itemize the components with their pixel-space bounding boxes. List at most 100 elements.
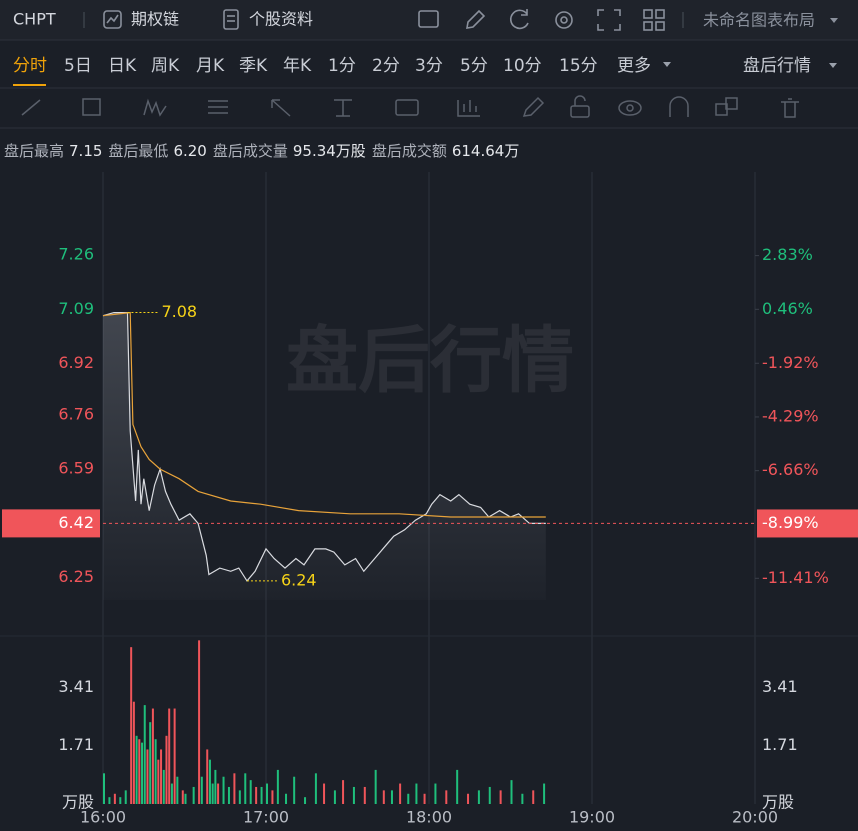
tool[interactable] [21,99,41,116]
volume-bar [260,786,263,804]
tab[interactable]: 月K [196,56,225,76]
volume-bar [488,786,491,804]
drawing-tools [21,95,799,118]
options-chain[interactable]: 期权链 [131,10,179,29]
price-line [102,312,546,582]
tab[interactable]: 更多 [617,56,651,76]
tab[interactable]: 1分 [328,56,356,76]
price-area [103,312,546,600]
chain-icon-line [106,14,119,24]
tab[interactable]: 3分 [415,56,443,76]
tool[interactable] [395,99,419,116]
tab[interactable]: 日K [108,56,137,76]
toolbar-icons [418,9,665,31]
volume-bar [198,640,201,804]
icon[interactable] [555,11,573,29]
volume-bar [445,790,448,804]
volume-bar [103,773,105,804]
tool[interactable] [334,99,352,117]
volume-bar [467,793,470,804]
volume-bar [113,793,116,804]
volume-bar [271,790,274,804]
icon[interactable] [643,9,653,19]
tool[interactable] [626,104,634,112]
tool[interactable] [725,97,738,110]
tool[interactable] [208,100,228,114]
icon[interactable] [466,9,486,29]
icon[interactable] [560,16,568,24]
tool[interactable] [82,98,101,116]
tab[interactable]: 2分 [372,56,400,76]
volume-bar [192,786,195,804]
tab[interactable]: 分时 [13,56,47,76]
volume-bar [374,769,377,804]
volume-bar [211,783,214,804]
stat-label: 盘后成交量 [213,142,288,160]
volume-bar [138,739,141,804]
dropdown-arrow [663,62,671,67]
volume-bar [130,647,133,804]
icon[interactable] [655,9,665,19]
stat-value: 7.15 [69,142,102,160]
volume-bar [456,769,459,804]
layout-name[interactable]: 未命名图表布局 [703,11,815,30]
icon[interactable] [655,21,665,31]
current-price-box [2,509,100,538]
volume-bar [214,769,217,804]
x-tick-label: 18:00 [406,808,452,827]
volume-bar [119,797,122,804]
icon[interactable] [643,21,653,31]
icon[interactable] [597,9,621,31]
volume-bar [352,786,355,804]
tab[interactable]: 年K [283,56,312,76]
volume-bar [181,790,184,804]
volume-bar [477,790,480,804]
tool[interactable] [669,96,689,117]
chain-icon[interactable] [103,10,122,29]
tool[interactable] [271,99,291,117]
y-tick-label: 6.59 [58,459,94,478]
tab[interactable]: 季K [239,56,268,76]
volume-bar [314,773,317,804]
volume-bar [293,776,296,804]
tab[interactable]: 10分 [503,56,542,76]
volume-bar [423,793,426,804]
stats-line: 盘后最高 7.15 盘后最低 6.20 盘后成交量 95.34万股 盘后成交额 614.64万 [4,142,519,160]
volume-bar [390,790,393,804]
tab[interactable]: 周K [151,56,180,76]
volume-bar [532,790,535,804]
y2-tick-label: -1.92% [762,353,819,372]
tool[interactable] [457,100,480,117]
current-price-label: 6.42 [58,513,94,532]
volume-tick-label: 3.41 [58,677,94,696]
tool[interactable] [570,105,590,118]
volume-bar [233,773,236,804]
average-line [102,311,546,518]
tool[interactable] [574,95,586,106]
active-tab-underline [13,84,46,86]
tool[interactable] [781,98,799,118]
tab[interactable]: 15分 [559,56,598,76]
tool[interactable] [522,96,545,117]
dropdown-arrow [830,18,838,23]
profile-icon[interactable] [223,9,239,30]
x-tick-label: 16:00 [80,808,126,827]
dropdown-arrow [829,63,837,68]
current-percent-label: -8.99% [762,513,819,532]
volume-bar [217,783,220,804]
session-tab[interactable]: 盘后行情 [743,56,811,76]
profile[interactable]: 个股资料 [249,10,313,29]
icon[interactable] [418,10,439,28]
tab[interactable]: 5日 [64,56,92,76]
volume-bar [208,759,211,804]
volume-bar [285,793,288,804]
tool[interactable] [618,100,642,116]
volume-bar [143,705,146,804]
volume-bar [255,786,258,804]
tab[interactable]: 5分 [460,56,488,76]
watermark: 盘后行情 [286,319,574,403]
tool[interactable] [143,98,167,117]
icon[interactable] [509,9,529,30]
volume-bar [238,790,241,804]
volume-tick-label: 1.71 [762,735,798,754]
